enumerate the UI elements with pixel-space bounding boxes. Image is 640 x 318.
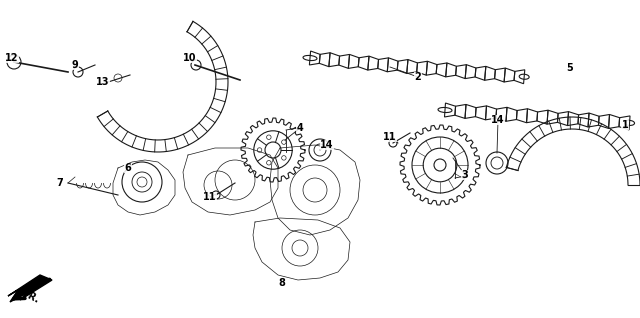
Text: 9: 9 (72, 60, 78, 70)
Text: 8: 8 (278, 278, 285, 288)
Text: 14: 14 (492, 115, 505, 125)
Text: FR.: FR. (20, 288, 40, 306)
Text: 14: 14 (320, 140, 333, 150)
Text: 3: 3 (461, 170, 468, 180)
Text: 2: 2 (415, 72, 421, 82)
Text: 13: 13 (96, 77, 109, 87)
Text: 7: 7 (56, 178, 63, 188)
Text: 11: 11 (204, 192, 217, 202)
Text: 1: 1 (621, 120, 628, 130)
Text: 4: 4 (296, 123, 303, 133)
Text: 5: 5 (566, 63, 573, 73)
Text: 6: 6 (125, 163, 131, 173)
Text: 10: 10 (183, 53, 196, 63)
Text: 11: 11 (383, 132, 397, 142)
Polygon shape (8, 275, 52, 302)
Text: 12: 12 (5, 53, 19, 63)
